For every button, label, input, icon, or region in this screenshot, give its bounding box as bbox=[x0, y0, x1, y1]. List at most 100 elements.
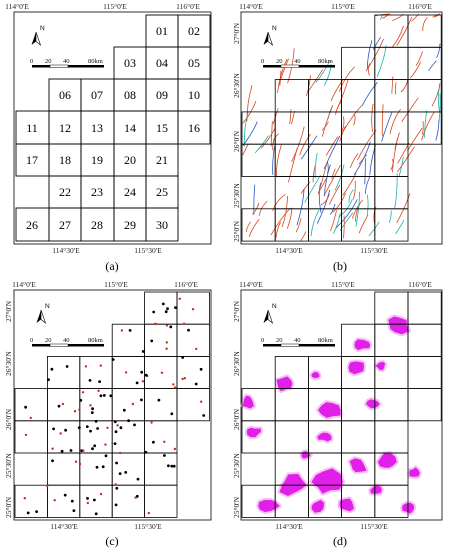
lat-tick: 25°30'N bbox=[232, 453, 241, 478]
occurrence-point bbox=[128, 329, 132, 332]
fault-line bbox=[332, 213, 341, 234]
fault-line bbox=[431, 82, 441, 107]
fault-line bbox=[421, 111, 435, 141]
occurrence-point bbox=[135, 381, 139, 385]
occurrence-point bbox=[86, 497, 89, 500]
occurrence-point bbox=[46, 484, 49, 488]
cell-label-15: 15 bbox=[156, 121, 168, 135]
occurrence-point bbox=[172, 383, 175, 386]
occurrence-point bbox=[119, 426, 123, 430]
prospect-area bbox=[348, 361, 364, 375]
north-label: N bbox=[40, 25, 45, 32]
cell-label-27: 27 bbox=[59, 218, 71, 232]
occurrence-point bbox=[194, 382, 198, 386]
fault-line bbox=[422, 17, 428, 32]
cell-label-07: 07 bbox=[91, 88, 103, 102]
fault-line bbox=[381, 111, 393, 142]
grid-cell bbox=[14, 388, 48, 422]
grid-cell bbox=[274, 111, 309, 145]
fault-line bbox=[438, 93, 441, 124]
lon-tick: 116°0'E bbox=[174, 280, 198, 289]
north-label: N bbox=[272, 303, 277, 310]
cell-label-14: 14 bbox=[124, 121, 136, 135]
lon-tick: 114°0'E bbox=[239, 280, 263, 289]
prospect-area bbox=[370, 485, 382, 494]
cell-label-12: 12 bbox=[59, 121, 71, 135]
occurrence-point bbox=[163, 454, 166, 457]
grid-cell bbox=[374, 79, 409, 113]
fault-line bbox=[361, 81, 378, 106]
occurrence-point bbox=[47, 378, 50, 381]
fault-line bbox=[373, 206, 377, 223]
grid-cell bbox=[111, 355, 145, 389]
occurrence-point bbox=[160, 371, 164, 374]
prospect-area bbox=[311, 499, 325, 513]
panel-a-label: (a) bbox=[105, 259, 118, 273]
grid-cell bbox=[176, 388, 210, 422]
occurrence-point bbox=[170, 464, 174, 468]
scale-label-40: 40 bbox=[294, 337, 301, 344]
grid-cell bbox=[176, 355, 210, 389]
lat-tick: 26°30'N bbox=[232, 73, 241, 98]
scale-label-0: 0 bbox=[261, 58, 264, 65]
cell-label-02: 02 bbox=[188, 24, 200, 38]
lat-tick: 25°0'N bbox=[4, 496, 13, 518]
cell-label-18: 18 bbox=[59, 153, 71, 167]
cell-label-23: 23 bbox=[91, 185, 103, 199]
fault-line bbox=[253, 184, 256, 215]
panel-c-point-map: 27°0'N 26°30'N 26°0'N 25°30'N 25°0'N 114… bbox=[4, 280, 212, 548]
occurrence-point bbox=[165, 324, 169, 327]
occurrence-point bbox=[91, 447, 94, 451]
grid-cell bbox=[47, 484, 81, 518]
occurrence-point bbox=[106, 426, 109, 429]
north-arrow-icon: N bbox=[36, 303, 50, 324]
occurrence-point bbox=[26, 511, 30, 515]
fault-line bbox=[401, 97, 419, 122]
occurrence-point bbox=[133, 423, 136, 427]
occurrence-point bbox=[165, 347, 168, 350]
occurrence-point bbox=[118, 472, 122, 475]
lon-tick: 115°30'E bbox=[360, 522, 388, 531]
scale-label-0: 0 bbox=[261, 337, 264, 344]
occurrence-point bbox=[166, 307, 169, 311]
lat-tick: 26°0'N bbox=[232, 130, 241, 152]
occurrence-point bbox=[78, 408, 81, 411]
occurrence-point bbox=[50, 367, 54, 371]
lon-tick: 114°0'E bbox=[12, 280, 36, 289]
fault-line bbox=[318, 182, 322, 213]
fault-line bbox=[395, 219, 405, 235]
occurrence-point bbox=[93, 444, 97, 448]
cell-label-26: 26 bbox=[26, 218, 38, 232]
occurrence-point bbox=[69, 449, 73, 452]
scale-label-80km: 80km bbox=[318, 337, 333, 344]
north-arrow-icon: N bbox=[31, 25, 45, 46]
fault-line bbox=[281, 195, 288, 228]
occurrence-point bbox=[152, 310, 156, 314]
occurrence-point bbox=[164, 310, 168, 314]
occurrence-point bbox=[52, 427, 55, 431]
occurrence-point bbox=[163, 440, 166, 443]
occurrence-point bbox=[174, 306, 177, 309]
scale-bar: 0 20 40 80km bbox=[261, 337, 335, 347]
prospect-area bbox=[409, 467, 420, 477]
fault-line bbox=[320, 194, 330, 206]
fault-line bbox=[314, 153, 318, 179]
fault-line bbox=[324, 164, 331, 197]
fault-line bbox=[338, 199, 353, 218]
fault-line bbox=[381, 104, 384, 137]
grid-cell bbox=[407, 355, 442, 389]
panel-d-grid bbox=[241, 291, 442, 518]
fault-line bbox=[242, 100, 257, 124]
fault-line bbox=[400, 76, 409, 93]
fault-line bbox=[272, 108, 279, 125]
occurrence-point bbox=[72, 509, 76, 512]
occurrence-point bbox=[165, 341, 168, 344]
cell-label-30: 30 bbox=[156, 218, 168, 232]
occurrence-point bbox=[79, 398, 83, 402]
scale-bar: 0 20 40 80km bbox=[261, 58, 335, 68]
fault-line bbox=[254, 135, 269, 154]
grid-cell bbox=[374, 46, 409, 80]
fault-line bbox=[351, 199, 363, 219]
fault-line bbox=[272, 146, 275, 175]
